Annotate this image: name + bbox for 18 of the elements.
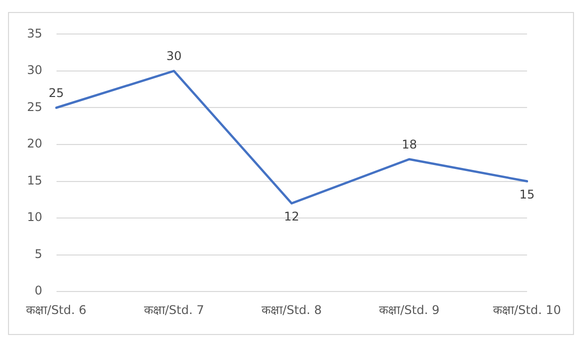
y-tick-label: 10 bbox=[26, 210, 42, 224]
y-tick-label: 30 bbox=[26, 63, 42, 78]
x-tick-label: कक्षा/Std. 8 bbox=[262, 302, 322, 317]
x-tick-label: कक्षा/Std. 9 bbox=[379, 302, 440, 317]
y-tick-label: 25 bbox=[26, 100, 42, 114]
data-label: 15 bbox=[519, 187, 535, 202]
y-tick-label: 15 bbox=[26, 173, 42, 188]
x-tick-label: कक्षा/Std. 7 bbox=[144, 302, 204, 317]
y-tick-label: 0 bbox=[34, 284, 42, 298]
data-label: 18 bbox=[402, 137, 418, 152]
y-tick-label: 20 bbox=[26, 136, 42, 151]
data-label: 30 bbox=[166, 49, 182, 64]
y-tick-label: 35 bbox=[26, 26, 42, 40]
x-tick-label: कक्षा/Std. 6 bbox=[26, 302, 86, 317]
data-label: 12 bbox=[284, 209, 300, 224]
y-tick-label: 5 bbox=[34, 246, 42, 261]
x-tick-label: कक्षा/Std. 10 bbox=[493, 302, 562, 317]
data-label: 25 bbox=[48, 86, 64, 100]
